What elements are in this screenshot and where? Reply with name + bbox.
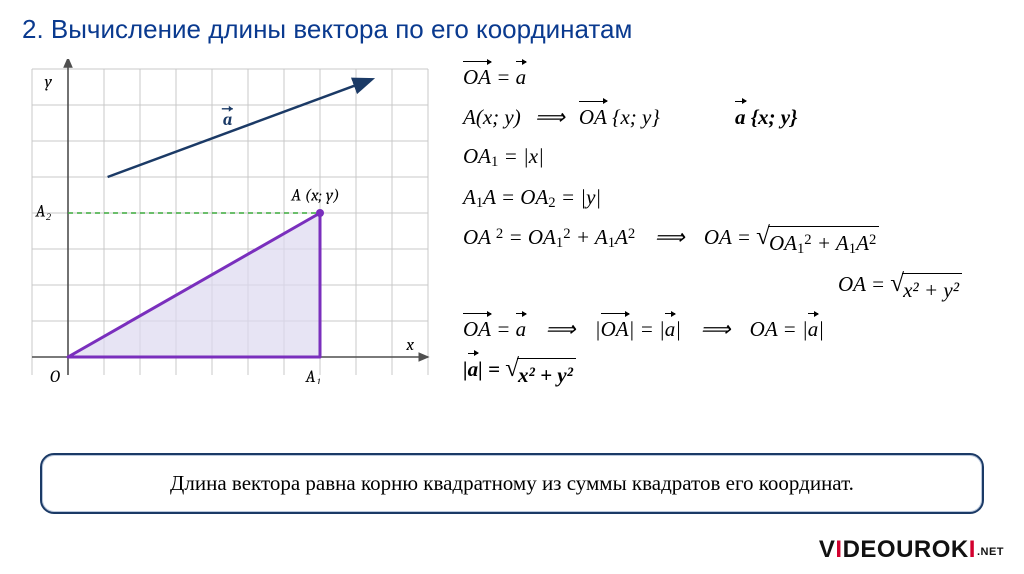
eq-line-2: A(x; y)⟹OA {x; y} a {x; y}: [463, 101, 1002, 135]
diagram: y x O A₁ A₂ A (x; y) a: [22, 59, 437, 399]
eq-line-8: |a| = √x² + y²: [463, 353, 1002, 393]
svg-text:A₁: A₁: [305, 368, 322, 384]
eq-line-5: OA 2 = OA12 + A1A2 ⟹ OA = √OA12 + A1A2: [463, 221, 1002, 262]
eq-line-3: OA1 = |x|: [463, 140, 1002, 175]
svg-text:O: O: [50, 368, 60, 384]
eq-line-1: OA = a: [463, 61, 1002, 95]
page-title: 2. Вычисление длины вектора по его коорд…: [22, 14, 1002, 45]
svg-text:x: x: [405, 336, 414, 355]
svg-text:A₂: A₂: [35, 203, 52, 222]
equations: OA = a A(x; y)⟹OA {x; y} a {x; y} OA1 = …: [463, 59, 1002, 399]
svg-text:A (x; y): A (x; y): [290, 186, 339, 205]
svg-text:a: a: [223, 111, 233, 130]
svg-text:y: y: [45, 73, 53, 92]
eq-line-7: OA = a ⟹ |OA| = |a| ⟹ OA = |a|: [463, 313, 1002, 347]
geometry-svg: y x O A₁ A₂ A (x; y) a: [22, 59, 437, 384]
brand-logo: VIDEOUROKI.NET: [819, 536, 1004, 564]
eq-line-6: OA = √x² + y²: [463, 268, 1002, 308]
eq-line-4: A1A = OA2 = |y|: [463, 181, 1002, 216]
conclusion-box: Длина вектора равна корню квадратному из…: [40, 453, 984, 514]
